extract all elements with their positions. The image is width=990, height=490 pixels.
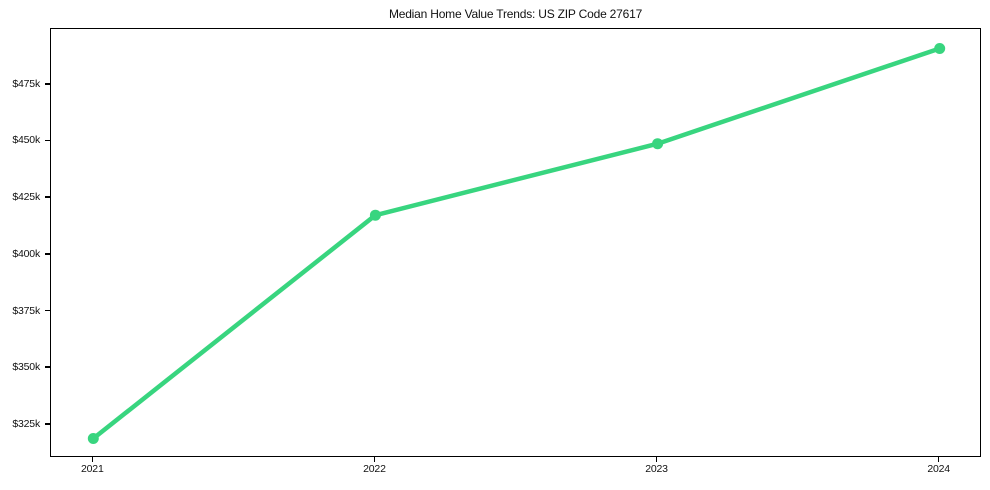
ytick-label: $400k: [12, 247, 40, 260]
ytick-label: $325k: [12, 417, 40, 430]
ytick-mark-450k: [45, 139, 50, 142]
data-point-2023: [652, 138, 664, 150]
ytick-mark-425k: [45, 196, 50, 198]
plot-area: [50, 28, 981, 457]
line-chart-svg: [87, 43, 946, 444]
ytick-label: $475k: [12, 77, 40, 90]
ytick-mark-375k: [45, 309, 50, 312]
ytick-label: $450k: [12, 134, 40, 147]
ytick-mark-325k: [45, 423, 50, 425]
data-point-2024: [934, 43, 946, 54]
xtick-mark-2021: [91, 457, 94, 462]
trend-line: [91, 46, 942, 441]
chart-title: Median Home Value Trends: US ZIP Code 27…: [388, 7, 643, 21]
xtick-label: 2023: [645, 463, 668, 475]
ytick-mark-350k: [45, 366, 50, 368]
ytick-mark-400k: [45, 253, 50, 255]
ytick-label: $350k: [12, 361, 40, 374]
xtick-mark-2023: [655, 457, 658, 462]
xtick-label: 2022: [363, 463, 386, 475]
ytick-label: $425k: [12, 191, 40, 204]
data-point-2022: [369, 209, 381, 221]
xtick-mark-2024: [937, 457, 940, 462]
xtick-label: 2024: [927, 463, 950, 475]
ytick-mark-475k: [45, 83, 50, 85]
xtick-mark-2022: [373, 457, 376, 462]
xtick-label: 2021: [81, 463, 104, 475]
data-point-2021: [87, 433, 99, 444]
ytick-label: $375k: [12, 304, 40, 317]
